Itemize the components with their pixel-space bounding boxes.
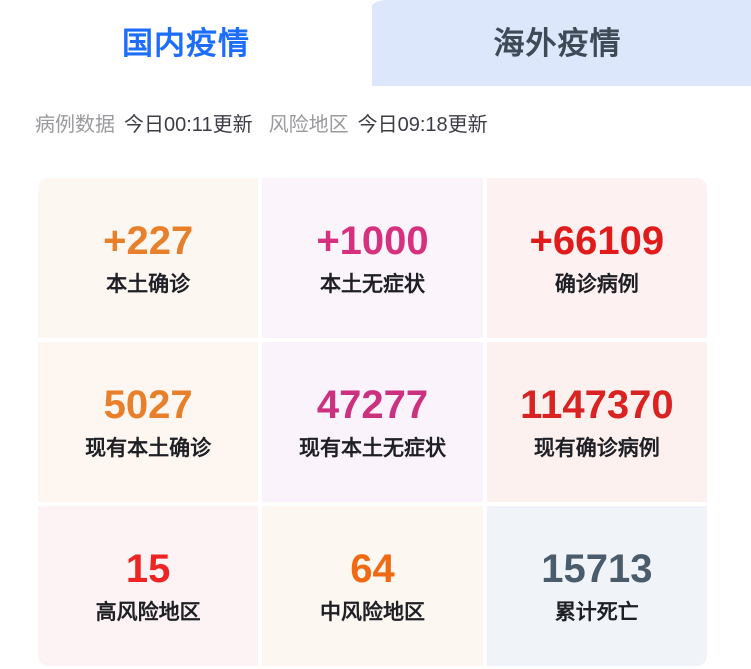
stat-cell[interactable]: +227 本土确诊 bbox=[38, 178, 259, 338]
stat-label: 现有本土确诊 bbox=[85, 436, 212, 460]
tab-overseas[interactable]: 海外疫情 bbox=[364, 0, 751, 86]
stat-label: 确诊病例 bbox=[554, 272, 639, 296]
stat-value: +1000 bbox=[316, 218, 429, 263]
risk-area-label: 风险地区 bbox=[268, 114, 349, 136]
stat-cell[interactable]: 64 中风险地区 bbox=[262, 506, 483, 666]
stat-label: 现有本土无症状 bbox=[298, 436, 446, 460]
stat-cell[interactable]: +1000 本土无症状 bbox=[262, 178, 483, 338]
stats-grid: +227 本土确诊 +1000 本土无症状 +66109 确诊病例 5027 现有本土确诊 47… bbox=[38, 178, 707, 666]
stat-cell[interactable]: 47277 现有本土无症状 bbox=[262, 342, 483, 502]
stat-label: 高风险地区 bbox=[95, 600, 201, 624]
risk-area-update: 今日09:18更新 bbox=[357, 114, 488, 136]
stat-value: 64 bbox=[350, 546, 395, 591]
stat-value: 15 bbox=[125, 546, 171, 591]
stat-value: 1147370 bbox=[520, 382, 674, 427]
stat-cell[interactable]: +66109 确诊病例 bbox=[486, 178, 707, 338]
stat-label: 现有确诊病例 bbox=[533, 436, 660, 460]
stat-label: 本土确诊 bbox=[106, 272, 191, 296]
stat-cell[interactable]: 5027 现有本土确诊 bbox=[38, 342, 259, 502]
stat-value: 47277 bbox=[316, 382, 429, 427]
stat-value: 15713 bbox=[541, 546, 653, 591]
stat-value: 5027 bbox=[103, 382, 193, 427]
stat-label: 累计死亡 bbox=[554, 600, 639, 624]
tab-bar: 海外疫情 国内疫情 bbox=[0, 0, 751, 86]
tab-domestic-label: 国内疫情 bbox=[122, 25, 250, 61]
stat-value: +227 bbox=[103, 218, 194, 263]
stat-value: +66109 bbox=[529, 218, 665, 263]
stat-label: 本土无症状 bbox=[319, 272, 425, 296]
case-data-update: 今日00:11更新 bbox=[124, 114, 253, 136]
case-data-label: 病例数据 bbox=[35, 114, 115, 136]
stat-cell[interactable]: 15713 累计死亡 bbox=[486, 506, 707, 666]
stat-cell[interactable]: 15 高风险地区 bbox=[38, 506, 259, 666]
tab-domestic[interactable]: 国内疫情 bbox=[0, 0, 372, 86]
stat-label: 中风险地区 bbox=[319, 600, 425, 624]
stat-cell[interactable]: 1147370 现有确诊病例 bbox=[486, 342, 707, 502]
update-meta-row: 病例数据 今日00:11更新 风险地区 今日09:18更新 bbox=[35, 108, 488, 137]
tab-overseas-label: 海外疫情 bbox=[493, 25, 622, 61]
